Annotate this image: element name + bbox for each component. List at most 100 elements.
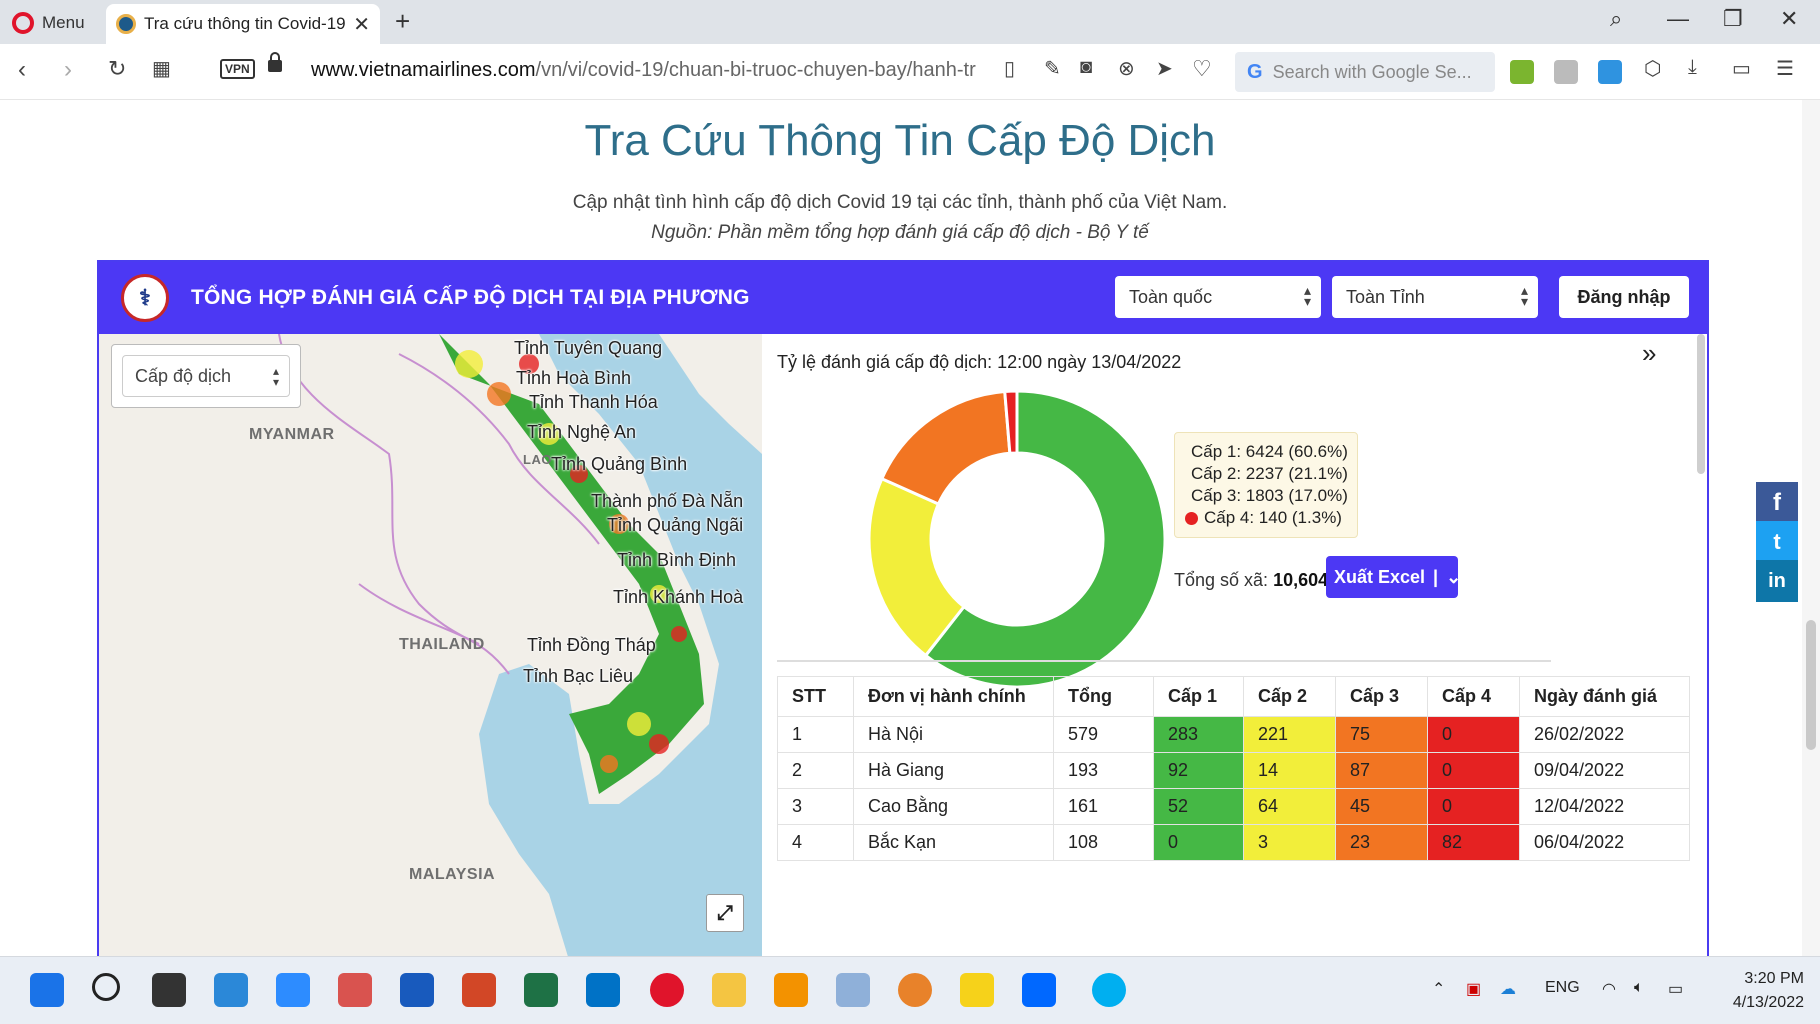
volume-icon[interactable]: 🔈︎ (1634, 979, 1644, 996)
back-icon[interactable]: ‹ (18, 56, 26, 83)
zalo-icon[interactable] (1022, 973, 1056, 1007)
restore-icon[interactable]: ❐ (1723, 6, 1743, 31)
battery-icon[interactable]: ▭ (1668, 981, 1684, 998)
facebook-share-icon[interactable]: f (1756, 482, 1798, 524)
heart-icon[interactable]: ♡ (1192, 56, 1212, 81)
reader-icon[interactable]: ▯ (1004, 58, 1016, 80)
scope-select[interactable]: Toàn quốc ▴ ▾ (1115, 276, 1321, 318)
browser-tab-active[interactable]: Tra cứu thông tin Covid-19 ✕ (106, 4, 380, 44)
table-row[interactable]: 2 Hà Giang 193 92 14 87 0 09/04/2022 (777, 752, 1690, 789)
powerpoint-icon[interactable] (462, 973, 496, 1007)
export-excel-button[interactable]: Xuất Excel | ⌄ (1326, 556, 1462, 598)
pane-scrollbar[interactable] (1697, 334, 1705, 474)
outlook-icon[interactable] (586, 973, 620, 1007)
forward-icon[interactable]: › (64, 56, 72, 83)
download-icon[interactable]: ⤓ (1688, 56, 1697, 78)
chevron-down-icon[interactable]: ⌄ (1446, 566, 1462, 587)
province-label[interactable]: Tỉnh Khánh Hoà (613, 587, 744, 607)
tabs-grid-icon[interactable]: ▦ (152, 58, 171, 80)
linkedin-share-icon[interactable]: in (1756, 560, 1798, 602)
camera-icon[interactable]: ◙ (1080, 56, 1093, 78)
url-field[interactable]: www.vietnamairlines.com/vn/vi/covid-19/c… (311, 59, 991, 82)
select-caret-icon: ▴ ▾ (1303, 282, 1311, 309)
column-header[interactable]: Cấp 4 (1427, 676, 1520, 717)
pdf-app-icon[interactable] (774, 973, 808, 1007)
minimize-icon[interactable]: — (1667, 6, 1689, 31)
search-tabs-icon[interactable]: ⌕ (1610, 6, 1623, 31)
column-header[interactable]: Cấp 2 (1243, 676, 1336, 717)
reload-icon[interactable]: ↻ (108, 56, 127, 81)
adblock-icon[interactable]: ⊗ (1118, 58, 1135, 80)
extension-2-icon[interactable] (1554, 60, 1578, 84)
column-header[interactable]: STT (777, 676, 854, 717)
table-row[interactable]: 3 Cao Bằng 161 52 64 45 0 12/04/2022 (777, 788, 1690, 825)
province-label[interactable]: Tỉnh Quảng Ngãi (607, 515, 744, 535)
table-row[interactable]: 1 Hà Nội 579 283 221 75 0 26/02/2022 (777, 716, 1690, 753)
column-header[interactable]: Đơn vị hành chính (853, 676, 1054, 717)
package-icon[interactable]: ⬡ (1644, 58, 1662, 80)
province-select[interactable]: Toàn Tỉnh ▴ ▾ (1332, 276, 1538, 318)
clock[interactable]: 3:20 PM 4/13/2022 (1714, 967, 1804, 1015)
send-icon[interactable]: ➤ (1156, 58, 1173, 80)
excel-icon[interactable] (524, 973, 558, 1007)
page-scrollbar[interactable] (1802, 100, 1820, 956)
column-header[interactable]: Ngày đánh giá (1519, 676, 1690, 717)
province-label[interactable]: Tỉnh Đồng Tháp (527, 635, 656, 655)
expand-chevrons-icon[interactable]: » (1642, 338, 1657, 368)
task-view-icon[interactable] (152, 973, 186, 1007)
language-indicator[interactable]: ENG (1545, 979, 1580, 996)
word-icon[interactable] (400, 973, 434, 1007)
province-label[interactable]: Tỉnh Nghệ An (527, 422, 637, 442)
scroll-thumb[interactable] (1806, 620, 1816, 750)
opera-menu-button[interactable]: Menu (12, 9, 85, 37)
snipping-tool-icon[interactable] (338, 973, 372, 1007)
donut-slice-4[interactable] (1003, 389, 1019, 455)
battery-saver-icon[interactable]: ▭ (1732, 58, 1751, 80)
onedrive-app-icon[interactable] (214, 973, 248, 1007)
donut-slice-2[interactable] (867, 476, 967, 658)
province-label[interactable]: Tỉnh Thanh Hóa (529, 392, 658, 412)
browser-tab-bar: Menu Tra cứu thông tin Covid-19 ✕ + ⌕ — … (0, 0, 1820, 44)
donut-slice-3[interactable] (879, 389, 1012, 506)
map-view[interactable]: Cấp độ dịch ▴ ▾ MYANMAR THAILAND MALAYSIA… (99, 334, 762, 956)
close-tab-icon[interactable]: ✕ (353, 13, 370, 36)
fullscreen-icon[interactable]: ⤢ (706, 894, 744, 932)
province-label[interactable]: Tỉnh Quảng Bình (551, 454, 688, 474)
onedrive-icon[interactable]: ☁ (1500, 981, 1516, 998)
lock-icon[interactable] (268, 52, 282, 72)
start-icon[interactable] (30, 973, 64, 1007)
province-label[interactable]: Tỉnh Tuyên Quang (514, 338, 663, 358)
antivirus-icon[interactable]: ▣ (1466, 981, 1482, 998)
skype-icon[interactable] (1092, 973, 1126, 1007)
province-label[interactable]: Tỉnh Bạc Liêu (523, 666, 634, 686)
extension-1-icon[interactable] (1510, 60, 1534, 84)
close-window-icon[interactable]: ✕ (1780, 6, 1799, 31)
tray-overflow-icon[interactable]: ⌃ (1432, 981, 1446, 998)
province-label[interactable]: Tỉnh Hoà Bình (516, 368, 632, 388)
column-header[interactable]: Tổng (1053, 676, 1154, 717)
table-row[interactable]: 4 Bắc Kạn 108 0 3 23 82 06/04/2022 (777, 824, 1690, 861)
zoom-icon[interactable] (276, 973, 310, 1007)
new-tab-icon[interactable]: + (395, 6, 411, 36)
snip-icon[interactable] (836, 973, 870, 1007)
opera-icon[interactable] (650, 973, 684, 1007)
vpn-badge[interactable]: VPN (220, 59, 255, 79)
easy-setup-icon[interactable]: ☰ (1776, 58, 1794, 80)
wifi-icon[interactable]: ◠ (1602, 981, 1616, 998)
map-layer-select[interactable]: Cấp độ dịch ▴ ▾ (122, 355, 290, 397)
sticky-notes-icon[interactable] (960, 973, 994, 1007)
search-icon[interactable] (92, 973, 120, 1001)
file-explorer-icon[interactable] (712, 973, 746, 1007)
column-header[interactable]: Cấp 3 (1335, 676, 1428, 717)
extension-3-icon[interactable] (1598, 60, 1622, 84)
butterfly-app-icon[interactable] (898, 973, 932, 1007)
province-label[interactable]: Thành phố Đà Nẵn (591, 491, 744, 511)
google-search-field[interactable]: G Search with Google Se... (1235, 52, 1495, 92)
edit-icon[interactable]: ✎ (1044, 58, 1061, 80)
login-button[interactable]: Đăng nhập (1559, 276, 1689, 318)
province-label[interactable]: Tỉnh Bình Định (617, 550, 737, 570)
page-subtitle: Cập nhật tình hình cấp độ dịch Covid 19 … (572, 192, 1228, 213)
column-header[interactable]: Cấp 1 (1153, 676, 1244, 717)
twitter-share-icon[interactable]: t (1756, 521, 1798, 563)
